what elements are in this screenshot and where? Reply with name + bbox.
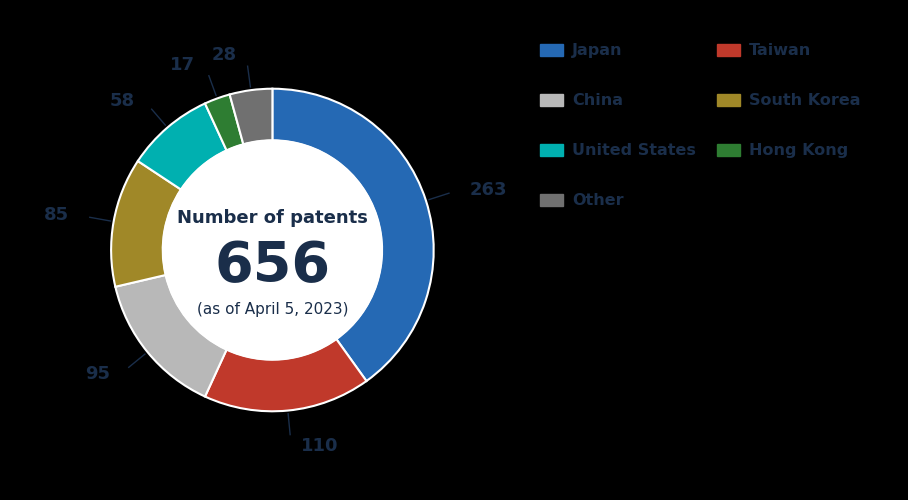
Wedge shape: [230, 88, 272, 144]
Text: Hong Kong: Hong Kong: [749, 143, 848, 158]
Wedge shape: [272, 88, 434, 381]
Text: 17: 17: [171, 56, 195, 74]
Text: 110: 110: [301, 437, 339, 455]
Text: 28: 28: [212, 46, 236, 64]
Text: United States: United States: [572, 143, 696, 158]
Text: 85: 85: [44, 206, 69, 224]
Text: Taiwan: Taiwan: [749, 43, 812, 58]
Text: Number of patents: Number of patents: [177, 208, 368, 226]
Text: 656: 656: [214, 239, 331, 293]
Wedge shape: [115, 275, 227, 396]
Text: (as of April 5, 2023): (as of April 5, 2023): [197, 302, 348, 317]
Wedge shape: [111, 161, 181, 287]
Text: Other: Other: [572, 193, 624, 208]
Text: 95: 95: [85, 366, 110, 384]
Circle shape: [163, 140, 382, 360]
Text: 263: 263: [469, 180, 507, 198]
Wedge shape: [205, 339, 367, 411]
Text: Japan: Japan: [572, 43, 623, 58]
Wedge shape: [138, 104, 227, 190]
Text: South Korea: South Korea: [749, 93, 861, 108]
Wedge shape: [205, 94, 243, 150]
Text: 58: 58: [110, 92, 134, 110]
Text: China: China: [572, 93, 623, 108]
